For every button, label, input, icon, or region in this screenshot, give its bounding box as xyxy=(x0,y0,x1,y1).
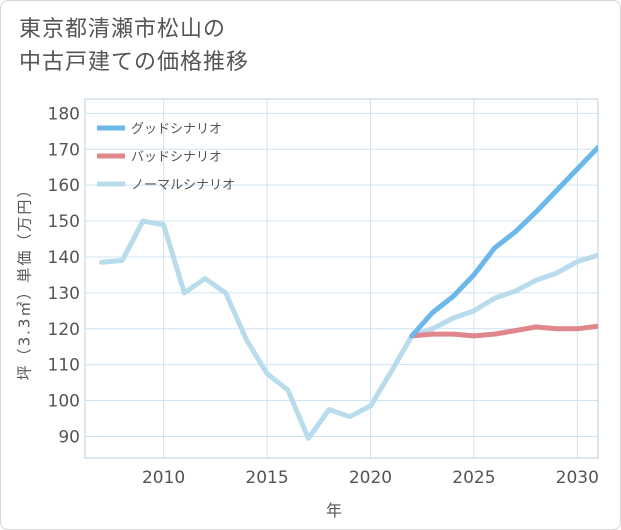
x-axis-label: 年 xyxy=(325,501,342,520)
legend-label-3: ノーマルシナリオ xyxy=(131,178,235,193)
y-axis-label-wrap: 坪（3.3㎡）単価（万円） xyxy=(11,99,37,461)
x-tick-label: 2025 xyxy=(452,468,495,488)
chart-title: 東京都清瀬市松山の 中古戸建ての価格推移 xyxy=(19,13,249,79)
series-line-1 xyxy=(409,145,598,339)
x-tick-label: 2010 xyxy=(142,468,185,488)
y-tick-label: 180 xyxy=(48,104,80,124)
y-axis-label: 坪（3.3㎡）単価（万円） xyxy=(15,180,34,380)
legend-label-1: グッドシナリオ xyxy=(131,122,222,137)
x-tick-label: 2015 xyxy=(245,468,288,488)
y-tick-label: 170 xyxy=(48,140,80,160)
y-tick-label: 150 xyxy=(48,212,80,232)
y-tick-label: 140 xyxy=(48,248,80,268)
chart-title-line-1: 東京都清瀬市松山の xyxy=(19,17,227,42)
series-line-2 xyxy=(409,323,598,339)
y-tick-label: 110 xyxy=(48,356,80,376)
y-tick-label: 120 xyxy=(48,320,80,340)
y-tick-label: 130 xyxy=(48,284,80,304)
x-tick-label: 2020 xyxy=(349,468,392,488)
x-tick-label: 2030 xyxy=(556,468,599,488)
plot-border xyxy=(84,98,599,459)
legend-label-2: バッドシナリオ xyxy=(131,150,222,165)
series-line-3 xyxy=(99,218,598,441)
y-tick-label: 160 xyxy=(48,176,80,196)
y-tick-label: 100 xyxy=(48,392,80,412)
y-tick-label: 90 xyxy=(58,427,80,447)
chart-title-line-2: 中古戸建ての価格推移 xyxy=(19,50,250,75)
